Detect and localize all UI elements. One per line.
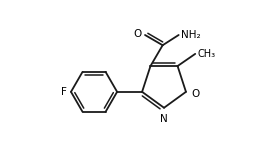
Text: N: N <box>160 113 168 123</box>
Text: F: F <box>61 87 67 97</box>
Text: O: O <box>134 29 142 39</box>
Text: O: O <box>191 89 199 99</box>
Text: NH₂: NH₂ <box>181 30 200 40</box>
Text: CH₃: CH₃ <box>197 49 215 59</box>
